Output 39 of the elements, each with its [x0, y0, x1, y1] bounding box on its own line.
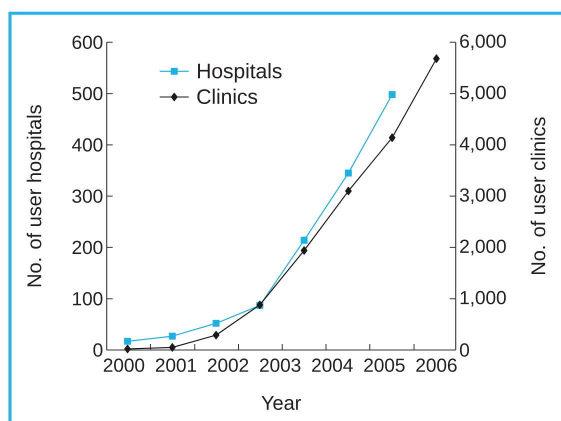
point	[169, 343, 176, 352]
y2-axis-title: No. of user clinics	[530, 117, 546, 274]
x-tick-label: 2001	[156, 358, 196, 372]
point	[300, 246, 308, 255]
y2-tick-label: 0	[460, 343, 470, 357]
y-tick-label: 0	[93, 343, 102, 357]
y2-tick-label: 6,000	[460, 34, 506, 50]
point	[124, 344, 131, 354]
point	[344, 170, 352, 177]
y-tick-label: 400	[72, 138, 102, 152]
y-tick-label: 200	[72, 240, 102, 254]
legend-label: Clinics	[197, 88, 258, 104]
x-tick-label: 2006	[416, 358, 457, 372]
x-tick-label: 2003	[260, 358, 300, 372]
y-tick-label: 500	[72, 86, 102, 100]
point	[212, 330, 220, 340]
y2-tick-label: 4,000	[460, 137, 506, 153]
x-tick-label: 2005	[364, 358, 405, 372]
point	[168, 332, 176, 340]
point	[388, 133, 396, 142]
point	[388, 91, 396, 98]
y2-tick-label: 1,000	[460, 290, 506, 307]
y-tick-label: 600	[72, 36, 102, 49]
x-tick-label: 2002	[208, 358, 248, 372]
y2-tick-label: 2,000	[460, 240, 506, 256]
y2-tick-label: 3,000	[460, 188, 506, 204]
y-tick-label: 100	[73, 292, 102, 306]
x-tick-label: 2004	[312, 358, 353, 372]
y2-tick-label: 5,000	[460, 86, 506, 102]
x-tick-label: 2000	[104, 358, 144, 372]
y-axis-title: No. of user hospitals	[26, 105, 46, 286]
legend-label: Hospitals	[198, 63, 282, 83]
point	[300, 236, 308, 244]
point	[212, 320, 220, 327]
point	[345, 186, 352, 196]
point	[433, 54, 440, 63]
y-tick-label: 300	[72, 189, 102, 203]
x-axis-title: Year	[262, 396, 302, 410]
point	[124, 338, 131, 345]
